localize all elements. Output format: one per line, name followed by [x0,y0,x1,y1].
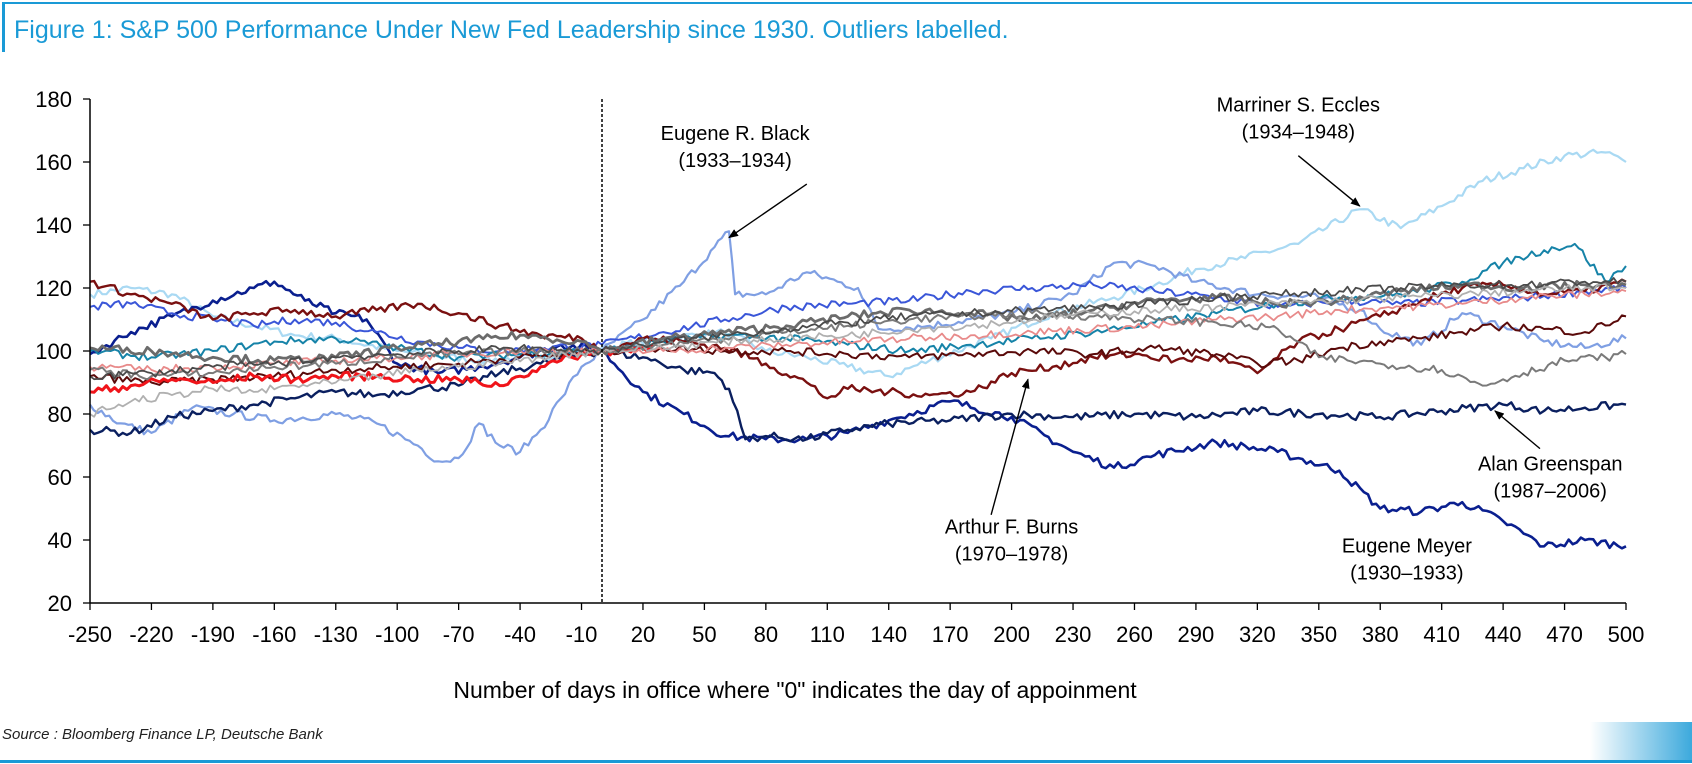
annotation-years: (1930–1933) [1350,563,1463,585]
annotation-name: Alan Greenspan [1478,454,1623,476]
annotation-years: (1933–1934) [678,150,791,172]
annotation-arrow [728,183,808,239]
x-tick-label: 260 [1116,622,1153,647]
series-line-13 [89,283,1627,418]
x-tick-label: 350 [1300,622,1337,647]
x-tick-label: -130 [314,622,358,647]
x-tick-label: 170 [932,622,969,647]
y-tick-label: 120 [35,276,72,301]
annotation-arrow [1297,155,1361,207]
x-tick-label: 290 [1178,622,1215,647]
series-line-5 [89,280,1627,354]
series-layer [89,148,1627,550]
x-tick-label: -10 [566,622,598,647]
y-tick-label: 80 [48,402,72,427]
annotation-name: Arthur F. Burns [945,517,1078,539]
annotation-years: (1934–1948) [1242,122,1355,144]
y-tick-label: 40 [48,528,72,553]
y-tick-label: 60 [48,465,72,490]
x-tick-label: 110 [810,622,845,647]
annotation-name: Eugene R. Black [661,123,811,145]
x-tick-label: 440 [1485,622,1522,647]
series-line-9 [89,343,655,394]
annotation-years: (1970–1978) [955,544,1068,566]
x-tick-label: -100 [375,622,419,647]
x-tick-label: -190 [191,622,235,647]
annotation-arrow [990,378,1030,515]
annotation-name: Marriner S. Eccles [1217,95,1380,117]
x-tick-label: 410 [1423,622,1460,647]
annotation-layer: Eugene R. Black (1933–1934) Marriner S. Ec… [661,95,1623,585]
series-line-7 [89,278,1627,400]
y-tick-label: 140 [35,213,72,238]
x-tick-label: -40 [504,622,536,647]
x-tick-label: 50 [692,622,716,647]
y-tick-label: 20 [48,591,72,616]
y-tick-label: 100 [35,339,72,364]
series-line-10 [89,289,1627,375]
title-frame [2,2,1692,52]
x-tick-label: 200 [993,622,1030,647]
series-line-14 [89,277,1627,381]
x-tick-label: 20 [631,622,655,647]
x-axis-label: Number of days in office where "0" indic… [453,677,1137,703]
series-line-8 [89,314,1627,386]
annotation-arrow [1494,410,1541,450]
x-tick-label: 230 [1055,622,1092,647]
corner-accent [1590,722,1692,760]
x-tick-label: 380 [1362,622,1399,647]
series-line-12 [89,308,1627,387]
x-tick-label: -160 [252,622,296,647]
series-line-4 [89,349,1627,443]
x-tick-label: 320 [1239,622,1276,647]
x-tick-label: 80 [754,622,778,647]
chart-title: Figure 1: S&P 500 Performance Under New … [14,16,1009,44]
y-tick-label: 180 [35,87,72,112]
x-tick-label: -250 [68,622,112,647]
source-note: Source : Bloomberg Finance LP, Deutsche … [2,726,323,743]
x-tick-label: 500 [1608,622,1645,647]
x-tick-label: 470 [1546,622,1583,647]
x-tick-label: 140 [870,622,907,647]
y-tick-label: 160 [35,150,72,175]
bottom-rule [0,760,1692,763]
series-line-1 [89,148,1627,379]
annotation-name: Eugene Meyer [1342,536,1472,558]
x-tick-label: -70 [443,622,475,647]
annotation-years: (1987–2006) [1494,481,1607,503]
x-tick-label: -220 [129,622,173,647]
